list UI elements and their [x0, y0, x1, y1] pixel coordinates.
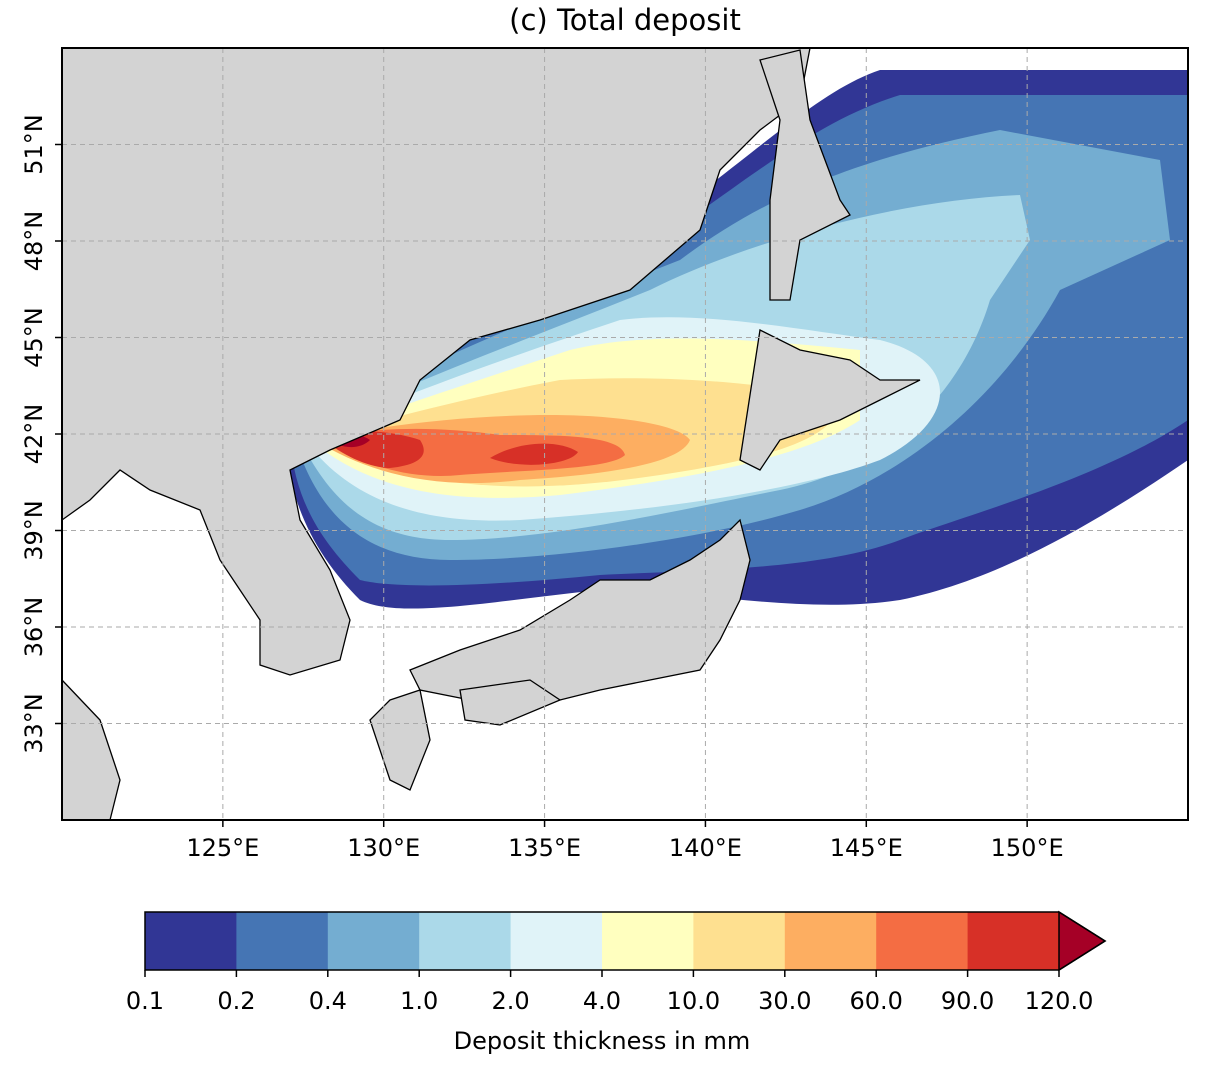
colorbar-band	[967, 912, 1060, 970]
y-tick-label: 45°N	[20, 307, 48, 368]
colorbar-band	[510, 912, 603, 970]
deposit-contours	[285, 70, 1188, 609]
colorbar-tick-label: 90.0	[941, 987, 994, 1015]
y-tick-label: 39°N	[20, 500, 48, 561]
chart-title: (c) Total deposit	[509, 3, 741, 37]
contour-band	[320, 431, 578, 468]
x-tick-label: 145°E	[830, 834, 903, 862]
colorbar-tick-label: 4.0	[583, 987, 621, 1015]
x-tick-label: 140°E	[669, 834, 742, 862]
y-tick-label: 42°N	[20, 404, 48, 465]
colorbar-band	[602, 912, 694, 970]
colorbar-tick-label: 120.0	[1025, 987, 1094, 1015]
colorbar-band	[419, 912, 512, 970]
colorbar-frame	[144, 911, 1107, 971]
x-tick-label: 130°E	[347, 834, 420, 862]
colorbar-tick-label: 30.0	[758, 987, 811, 1015]
colorbar-tick-label: 10.0	[667, 987, 720, 1015]
colorbar-tick-label: 0.4	[309, 987, 347, 1015]
colorbar-label: Deposit thickness in mm	[454, 1027, 751, 1055]
y-tick-label: 51°N	[20, 114, 48, 175]
colorbar-tick-label: 60.0	[849, 987, 902, 1015]
y-tick-label: 48°N	[20, 211, 48, 272]
x-tick-label: 150°E	[991, 834, 1064, 862]
y-tick-label: 36°N	[20, 597, 48, 658]
colorbar-band	[693, 912, 786, 970]
grid	[62, 48, 1188, 820]
x-tick-label: 135°E	[508, 834, 581, 862]
colorbar-band	[327, 912, 420, 970]
colorbar-tick-label: 1.0	[400, 987, 438, 1015]
colorbar-band	[784, 912, 877, 970]
colorbar-tick-label: 0.1	[126, 987, 164, 1015]
colorbar-band	[145, 912, 237, 970]
colorbar-band	[236, 912, 329, 970]
colorbar-extend	[1058, 910, 1107, 972]
colorbar-tick-label: 2.0	[492, 987, 530, 1015]
colorbar-band	[876, 912, 969, 970]
y-tick-label: 33°N	[20, 693, 48, 754]
x-tick-label: 125°E	[186, 834, 259, 862]
colorbar-tick-label: 0.2	[217, 987, 255, 1015]
